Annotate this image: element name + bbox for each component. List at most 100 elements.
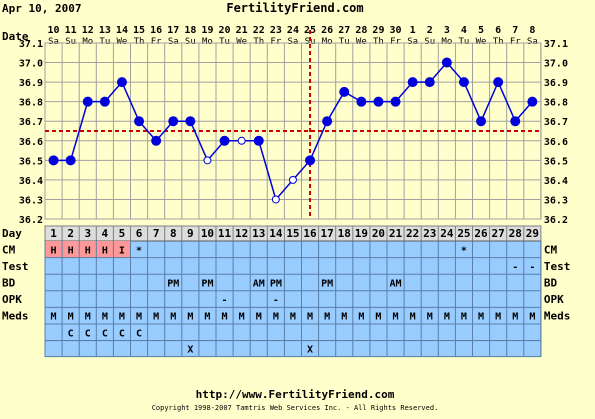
temperature-point[interactable] [134, 116, 145, 127]
temperature-point[interactable] [116, 77, 127, 88]
cycle-day-label: 21 [389, 227, 403, 240]
temperature-point[interactable] [65, 155, 76, 166]
cm-cell: H [51, 245, 57, 256]
header-site[interactable]: FertilityFriend.com [226, 1, 363, 15]
cm-cell: H [68, 245, 74, 256]
row-label-right-cm: CM [544, 243, 558, 256]
temperature-point[interactable] [424, 77, 435, 88]
temperature-point[interactable] [322, 116, 333, 127]
row-label-test: Test [2, 260, 29, 273]
temperature-point[interactable] [253, 135, 264, 146]
cycle-day-label: 22 [406, 227, 419, 240]
date-top-label: 24 [287, 25, 299, 36]
temperature-point[interactable] [288, 175, 297, 184]
date-top-label: 13 [99, 25, 111, 36]
date-top-label: 15 [133, 25, 145, 36]
bd-cell: PM [270, 279, 282, 290]
date-top-label: 27 [338, 25, 350, 36]
temperature-point[interactable] [390, 96, 401, 107]
temperature-point[interactable] [339, 86, 350, 97]
y-tick-label-left: 37.1 [19, 39, 43, 50]
date-bottom-label: We [236, 37, 247, 47]
meds-cell: M [478, 312, 484, 323]
meds-c-cell: C [85, 328, 91, 339]
temperature-point[interactable] [237, 136, 246, 145]
cycle-day-label: 10 [201, 227, 214, 240]
date-bottom-label: Fr [390, 37, 401, 47]
meds-cell: M [51, 312, 57, 323]
temperature-point[interactable] [493, 77, 504, 88]
cycle-day-label: 4 [102, 227, 109, 240]
cycle-day-label: 19 [355, 227, 368, 240]
date-bottom-label: Th [493, 37, 504, 47]
temperature-point[interactable] [271, 195, 280, 204]
temperature-point[interactable] [305, 155, 316, 166]
cm-highlight-cell [79, 241, 97, 258]
temperature-point[interactable] [48, 155, 59, 166]
row-label-right-bd: BD [544, 277, 558, 290]
temperature-point[interactable] [441, 57, 452, 68]
meds-cell: M [170, 312, 176, 323]
cycle-day-label: 6 [136, 227, 143, 240]
date-top-label: 10 [48, 25, 60, 36]
temperature-point[interactable] [476, 116, 487, 127]
date-bottom-label: Su [185, 37, 196, 47]
temperature-point[interactable] [510, 116, 521, 127]
footer-url[interactable]: http://www.FertilityFriend.com [196, 388, 395, 401]
temperature-point[interactable] [99, 96, 110, 107]
meds-cell: M [375, 312, 381, 323]
cycle-day-label: 12 [235, 227, 248, 240]
cycle-day-label: 7 [153, 227, 160, 240]
temperature-point[interactable] [458, 77, 469, 88]
meds-x-cell: X [187, 345, 193, 356]
cycle-day-label: 14 [269, 227, 283, 240]
meds-cell: M [307, 312, 313, 323]
date-bottom-label: Su [65, 37, 76, 47]
cycle-day-label: 20 [372, 227, 385, 240]
meds-x-cell: X [307, 345, 313, 356]
meds-cell: M [341, 312, 347, 323]
temperature-point[interactable] [185, 116, 196, 127]
cycle-day-label: 13 [252, 227, 265, 240]
cycle-day-label: 17 [321, 227, 334, 240]
meds-c-cell: C [102, 328, 108, 339]
meds-cell: M [153, 312, 159, 323]
meds-cell: M [256, 312, 262, 323]
temperature-point[interactable] [151, 135, 162, 146]
temperature-point[interactable] [407, 77, 418, 88]
y-tick-label-left: 36.3 [19, 195, 43, 206]
meds-cell: M [324, 312, 330, 323]
date-top-label: 29 [372, 25, 384, 36]
date-bottom-label: Su [305, 37, 316, 47]
meds-cell: M [119, 312, 125, 323]
cycle-day-label: 23 [423, 227, 436, 240]
temperature-point[interactable] [203, 156, 212, 165]
temperature-point[interactable] [356, 96, 367, 107]
footer-copyright: Copyright 1998-2007 Tamtris Web Services… [152, 404, 439, 412]
date-bottom-label: Th [253, 37, 264, 47]
meds-cell: M [187, 312, 193, 323]
date-bottom-label: Mo [82, 37, 93, 47]
y-tick-label-left: 36.8 [19, 98, 43, 109]
date-top-label: 18 [184, 25, 196, 36]
temperature-point[interactable] [82, 96, 93, 107]
cm-cell: H [85, 245, 91, 256]
date-bottom-label: Mo [441, 37, 452, 47]
date-top-label: 3 [444, 25, 450, 36]
date-top-label: 7 [512, 25, 518, 36]
date-bottom-label: We [356, 37, 367, 47]
date-top-label: 6 [495, 25, 501, 36]
date-bottom-label: Tu [99, 37, 110, 47]
meds-cell: M [102, 312, 108, 323]
temperature-point[interactable] [527, 96, 538, 107]
cm-highlight-cell [113, 241, 131, 258]
meds-cell: M [358, 312, 364, 323]
cycle-day-label: 8 [170, 227, 177, 240]
temperature-point[interactable] [168, 116, 179, 127]
test-cell: - [529, 262, 535, 273]
cycle-day-label: 25 [457, 227, 470, 240]
temperature-point[interactable] [219, 135, 230, 146]
temperature-point[interactable] [373, 96, 384, 107]
row-label-right-opk: OPK [544, 293, 564, 306]
